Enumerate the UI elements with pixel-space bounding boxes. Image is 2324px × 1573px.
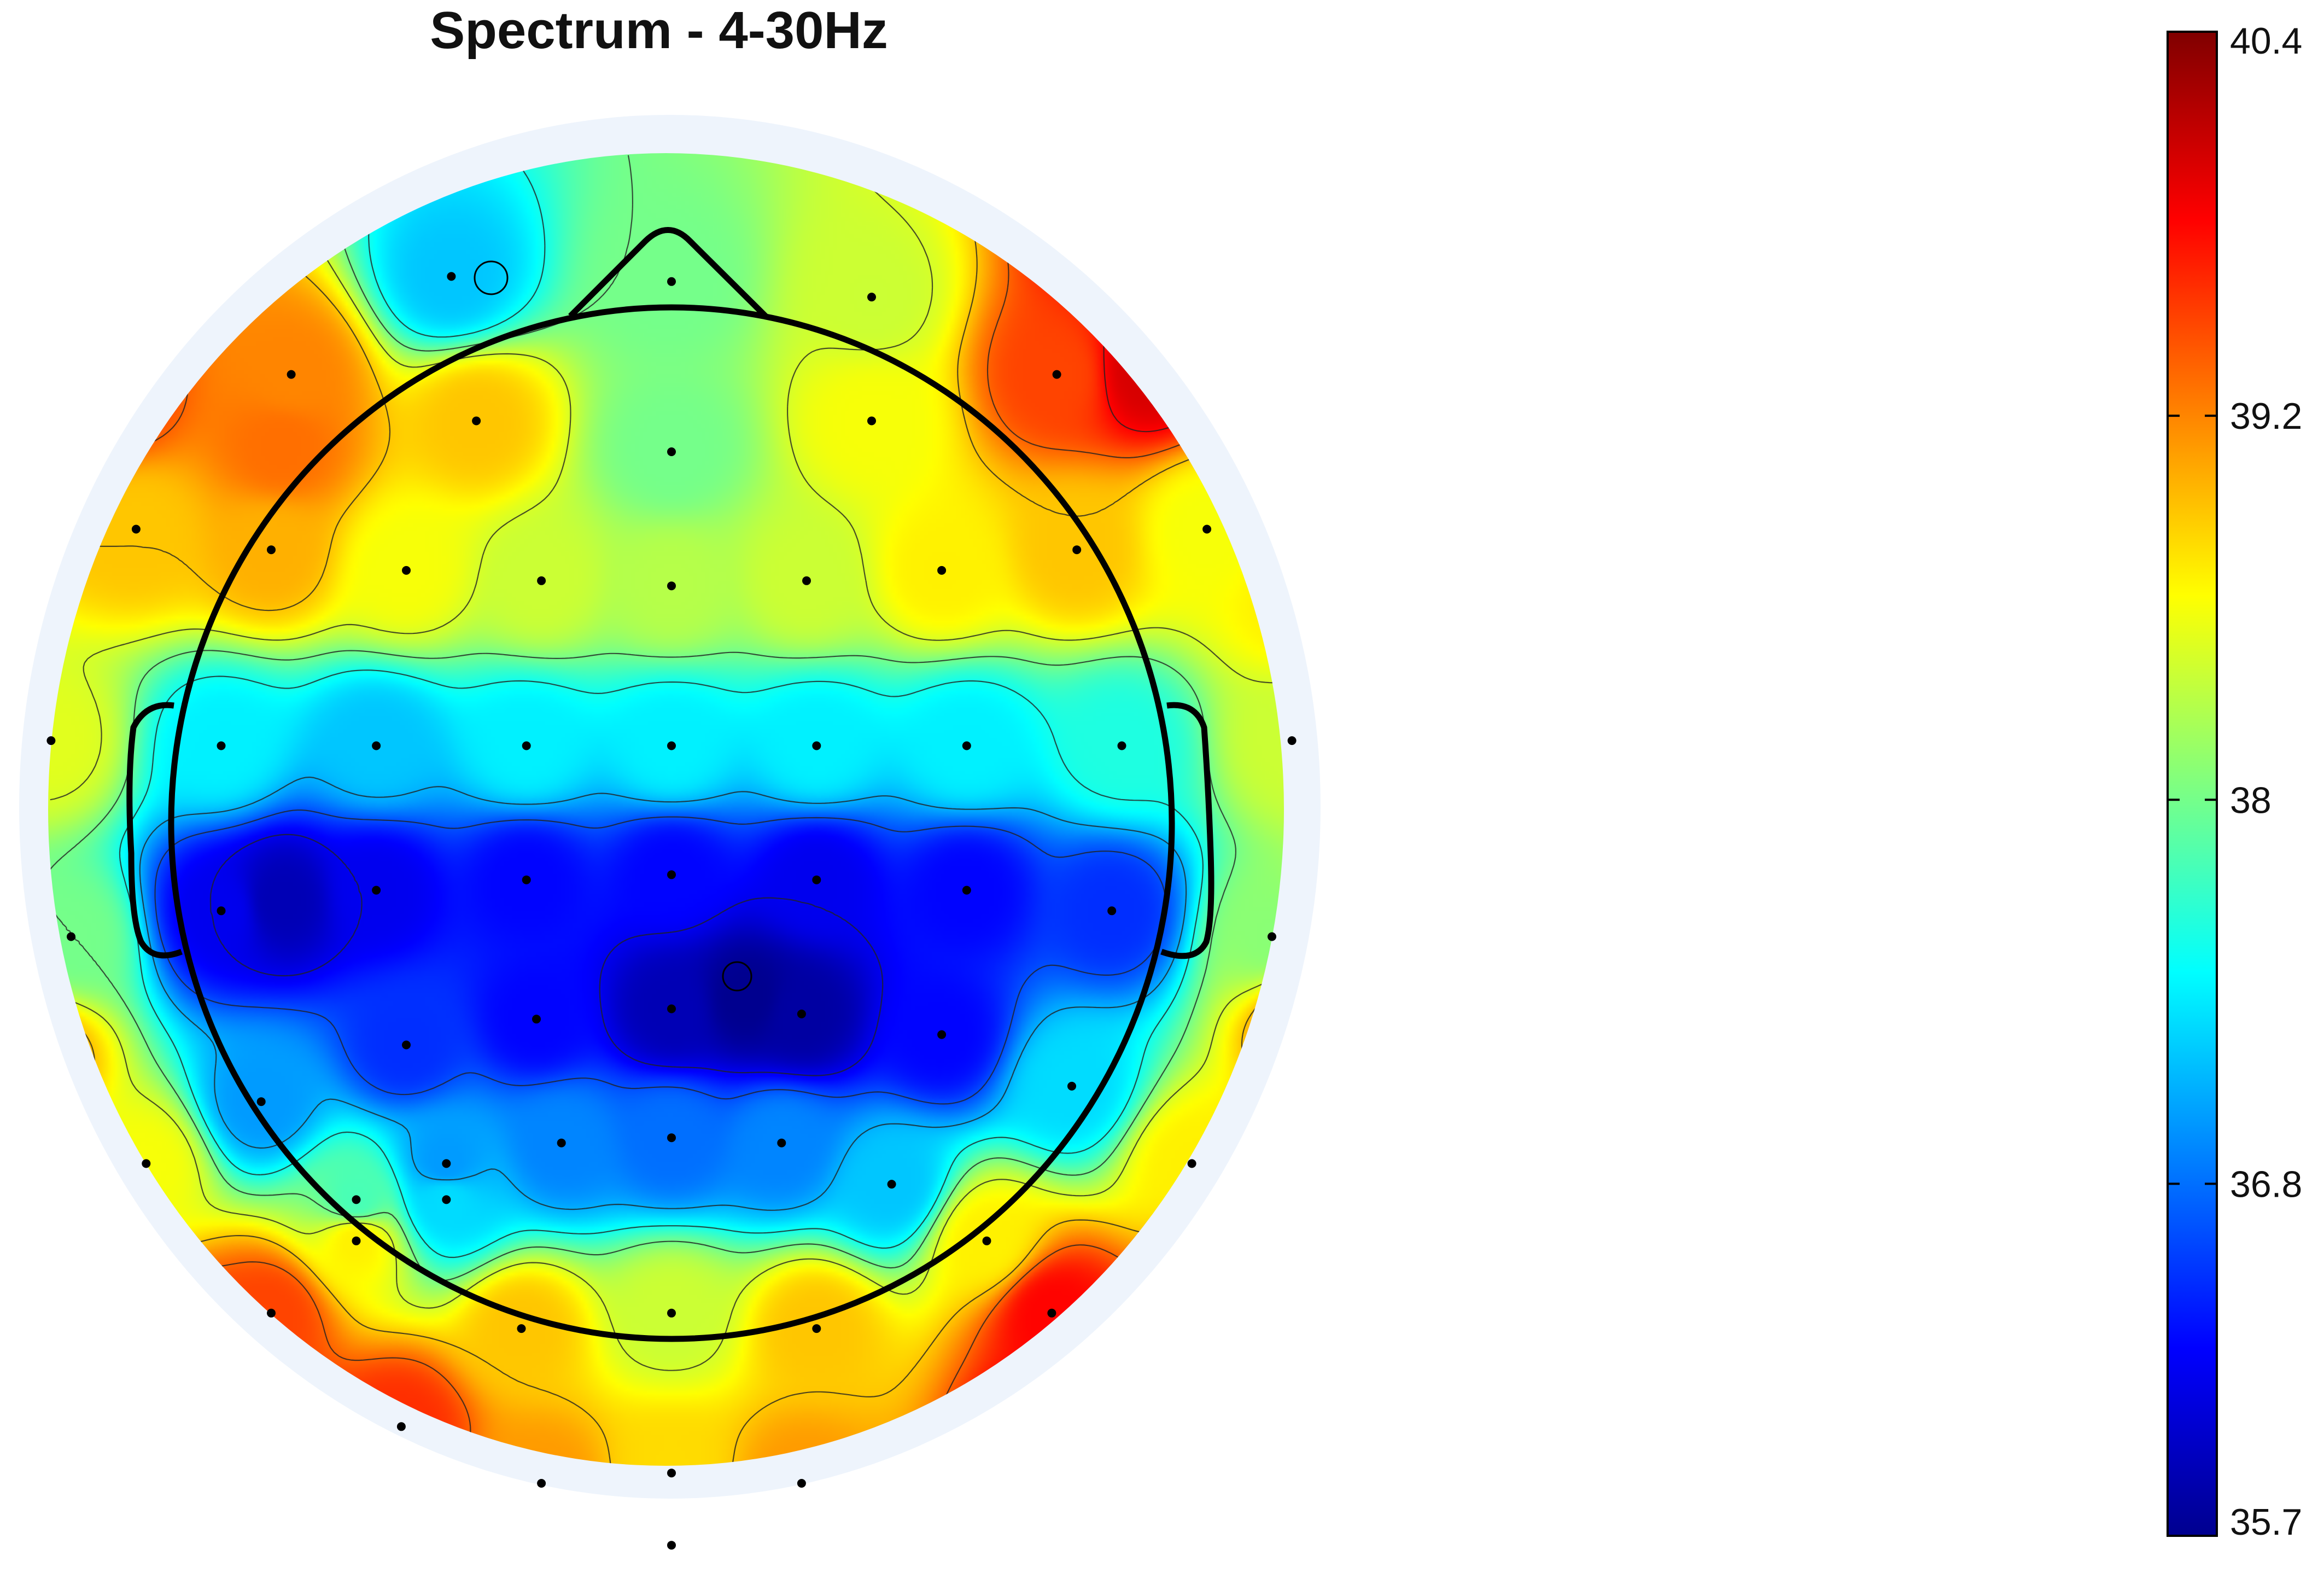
electrode-dot	[522, 875, 531, 884]
electrode-dot	[142, 1159, 151, 1168]
electrode-dot	[217, 906, 226, 916]
right-ear-outline	[1160, 702, 1214, 959]
electrode-dot	[777, 1138, 786, 1147]
electrode-dot	[402, 1040, 411, 1050]
electrode-dot	[667, 1308, 676, 1318]
electrode-dot	[287, 370, 296, 379]
electrode-dot	[537, 576, 546, 585]
extremum-marker-min	[722, 961, 752, 992]
electrode-dot	[797, 1479, 806, 1488]
electrode-dot	[667, 1541, 676, 1550]
electrode-dot	[962, 741, 971, 750]
electrode-dot	[867, 293, 876, 302]
electrode-dot	[396, 1422, 406, 1431]
electrode-dot	[982, 1236, 991, 1245]
electrode-dot	[1072, 545, 1082, 555]
electrode-dot	[667, 870, 676, 879]
electrode-dot	[1268, 932, 1276, 941]
electrode-dot	[802, 576, 811, 585]
colorbar-ticks: 40.4 39.2 38 36.8 35.7	[2168, 20, 2302, 1543]
electrode-dot	[937, 1030, 947, 1039]
contour-line	[1007, 1397, 1126, 1464]
electrode-markers	[46, 272, 1297, 1550]
electrode-dot	[256, 1097, 266, 1106]
electrode-dot	[442, 1159, 451, 1168]
colorbar: 40.4 39.2 38 36.8 35.7	[2167, 20, 2302, 1543]
electrode-dot	[1287, 736, 1297, 745]
electrode-dot	[1067, 1081, 1076, 1091]
colorbar-tick-label: 36.8	[2230, 1163, 2302, 1205]
electrode-dot	[537, 1479, 546, 1488]
electrode-dot	[67, 932, 75, 941]
electrode-dot	[1202, 525, 1212, 534]
electrode-dot	[667, 1004, 676, 1013]
contour-line	[209, 834, 884, 1076]
colorbar-tick-label: 38	[2230, 779, 2272, 821]
colorbar-tick-label: 35.7	[2230, 1501, 2302, 1543]
head-outline	[126, 227, 1214, 1342]
electrode-dot	[372, 885, 381, 895]
electrode-dot	[667, 277, 676, 286]
electrode-dot	[1117, 741, 1126, 750]
electrode-dot	[812, 1324, 821, 1333]
head-circle	[168, 304, 1175, 1342]
electrode-dot	[1047, 1308, 1056, 1318]
electrode-dot	[447, 272, 456, 281]
chart-title: Spectrum - 4-30Hz	[430, 1, 888, 60]
left-ear-outline	[126, 702, 183, 959]
electrode-dot	[517, 1324, 526, 1333]
nose-outline	[568, 227, 768, 318]
contour-line	[154, 809, 1167, 1105]
electrode-dot	[812, 875, 821, 884]
electrode-dot	[267, 545, 276, 555]
electrode-dot	[352, 1236, 361, 1245]
electrode-dot	[797, 1009, 806, 1018]
electrode-dot	[867, 416, 876, 426]
colorbar-tick-label: 40.4	[2230, 20, 2302, 62]
contour-line	[139, 776, 1187, 1211]
electrode-dot	[217, 741, 226, 750]
electrode-dot	[667, 1133, 676, 1143]
electrode-dot	[937, 566, 947, 575]
topographic-heatmap	[48, 153, 1284, 1466]
colorbar-gradient	[2167, 31, 2218, 1537]
electrode-dot	[352, 1195, 361, 1204]
electrode-dot	[532, 1015, 541, 1024]
electrode-dot	[402, 566, 411, 575]
colorbar-tick-label: 39.2	[2230, 395, 2302, 437]
electrode-dot	[962, 885, 971, 895]
electrode-dot	[667, 1469, 676, 1478]
electrode-dot	[557, 1138, 566, 1147]
electrode-dot	[131, 525, 141, 534]
electrode-dot	[442, 1195, 451, 1204]
electrode-dot	[667, 741, 676, 750]
electrode-dot	[812, 741, 821, 750]
electrode-dot	[887, 1180, 896, 1189]
electrode-dot	[667, 447, 676, 456]
electrode-dot	[667, 581, 676, 591]
electrode-dot	[472, 416, 481, 426]
electrode-dot	[267, 1308, 276, 1318]
electrode-dot	[1107, 906, 1117, 916]
electrode-dot	[522, 741, 531, 750]
electrode-dot	[1187, 1159, 1196, 1168]
electrode-dot	[372, 741, 381, 750]
electrode-dot	[1052, 370, 1061, 379]
electrode-dot	[46, 736, 56, 745]
extremum-marker-max	[474, 260, 509, 295]
